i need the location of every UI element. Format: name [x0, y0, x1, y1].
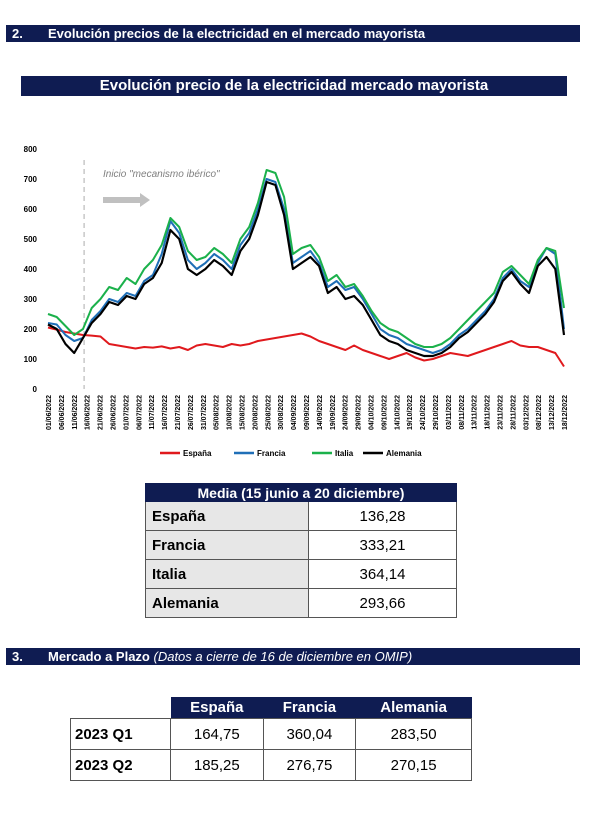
x-tick-label: 31/07/2022: [201, 395, 208, 430]
x-tick-label: 04/10/2022: [369, 395, 376, 430]
average-table-header: Media (15 junio a 20 diciembre): [145, 483, 457, 502]
price-cell: 164,75: [170, 718, 264, 750]
x-tick-label: 29/10/2022: [433, 395, 440, 430]
table-row: 2023 Q1 164,75 360,04 283,50: [70, 718, 472, 750]
x-tick-label: 20/08/2022: [252, 395, 259, 430]
series-line: [47, 326, 565, 368]
x-tick-label: 26/07/2022: [188, 395, 195, 430]
x-tick-label: 04/09/2022: [291, 395, 298, 430]
series-line: [47, 180, 566, 358]
table-row: Francia 333,21: [145, 530, 457, 560]
x-tick-label: 03/12/2022: [523, 395, 530, 430]
price-chart: 0 100 200 300 400 500 600 700 800 01/06/2022 06/06…: [24, 145, 569, 458]
x-tick-label: 16/06/2022: [85, 395, 92, 430]
x-tick-label: 11/07/2022: [149, 395, 156, 430]
x-tick-label: 09/10/2022: [381, 395, 388, 430]
country-label: Alemania: [145, 588, 309, 618]
x-tick-label: 30/08/2022: [278, 395, 285, 430]
x-tick-label: 13/11/2022: [472, 395, 479, 430]
x-tick-label: 26/06/2022: [111, 395, 118, 430]
x-tick-label: 16/07/2022: [162, 395, 169, 430]
legend-label: Alemania: [386, 449, 422, 458]
annotation-label: Inicio "mecanismo ibérico": [103, 169, 220, 180]
x-tick-label: 18/11/2022: [485, 395, 492, 430]
column-header: España: [170, 697, 264, 719]
arrow-right-icon: [103, 193, 150, 207]
price-cell: 276,75: [262, 749, 357, 781]
legend-label: Francia: [257, 449, 286, 458]
x-tick-label: 24/10/2022: [420, 395, 427, 430]
y-tick-label: 700: [24, 175, 38, 184]
x-tick-label: 14/10/2022: [394, 395, 401, 430]
average-value: 333,21: [308, 530, 457, 560]
y-tick-label: 300: [24, 295, 38, 304]
corner-cell: [70, 697, 171, 719]
x-tick-label: 29/09/2022: [356, 395, 363, 430]
x-tick-label: 13/12/2022: [549, 395, 556, 430]
period-label: 2023 Q2: [70, 749, 171, 781]
section-number: 3.: [12, 649, 23, 664]
country-label: España: [145, 501, 309, 531]
x-tick-label: 01/07/2022: [123, 395, 130, 430]
table-row: Italia 364,14: [145, 559, 457, 589]
x-tick-label: 25/08/2022: [265, 395, 272, 430]
country-label: Italia: [145, 559, 309, 589]
y-tick-label: 200: [24, 325, 38, 334]
price-cell: 360,04: [262, 718, 357, 750]
price-cell: 185,25: [170, 749, 264, 781]
x-tick-label: 06/06/2022: [59, 395, 66, 430]
section-3-header: 3. Mercado a Plazo (Datos a cierre de 16 …: [6, 648, 580, 665]
x-tick-label: 14/09/2022: [317, 395, 324, 430]
column-header: Alemania: [355, 697, 472, 719]
x-tick-label: 03/11/2022: [446, 395, 453, 430]
section-title: Mercado a Plazo: [48, 649, 150, 664]
x-tick-label: 28/11/2022: [510, 395, 517, 430]
x-tick-label: 21/07/2022: [175, 395, 182, 430]
table-row: Alemania 293,66: [145, 588, 457, 618]
legend-label: España: [183, 449, 212, 458]
futures-table: España Francia Alemania 2023 Q1 164,75 3…: [70, 697, 472, 781]
series-line: [47, 169, 565, 348]
x-tick-label: 19/09/2022: [330, 395, 337, 430]
x-tick-label: 21/06/2022: [98, 395, 105, 430]
section-note: (Datos a cierre de 16 de diciembre en OM…: [153, 649, 413, 664]
table-row: 2023 Q2 185,25 276,75 270,15: [70, 749, 472, 781]
legend-label: Italia: [335, 449, 354, 458]
x-tick-label: 01/06/2022: [46, 395, 53, 430]
x-tick-label: 05/08/2022: [214, 395, 221, 430]
country-label: Francia: [145, 530, 309, 560]
section-title: Evolución precios de la electricidad en …: [48, 26, 426, 41]
x-tick-label: 10/08/2022: [227, 395, 234, 430]
y-tick-label: 0: [33, 385, 38, 394]
x-tick-label: 06/07/2022: [136, 395, 143, 430]
section-2-header: 2. Evolución precios de la electricidad e…: [6, 25, 580, 42]
series-line: [47, 178, 565, 354]
y-tick-label: 600: [24, 205, 38, 214]
average-value: 364,14: [308, 559, 457, 589]
x-tick-label: 18/12/2022: [562, 395, 569, 430]
y-tick-label: 100: [24, 355, 38, 364]
x-tick-label: 24/09/2022: [343, 395, 350, 430]
average-value: 293,66: [308, 588, 457, 618]
price-cell: 283,50: [355, 718, 472, 750]
average-value: 136,28: [308, 501, 457, 531]
table-row: España 136,28: [145, 501, 457, 531]
chart-title: Evolución precio de la electricidad merc…: [21, 76, 567, 96]
x-tick-label: 08/12/2022: [536, 395, 543, 430]
x-tick-label: 11/06/2022: [72, 395, 79, 430]
y-tick-label: 500: [24, 235, 38, 244]
y-tick-label: 400: [24, 265, 38, 274]
x-tick-label: 23/11/2022: [498, 395, 505, 430]
section-number: 2.: [12, 26, 23, 41]
price-cell: 270,15: [355, 749, 472, 781]
x-tick-label: 19/10/2022: [407, 395, 414, 430]
x-tick-label: 09/09/2022: [304, 395, 311, 430]
column-header: Francia: [263, 697, 356, 719]
period-label: 2023 Q1: [70, 718, 171, 750]
x-tick-label: 08/11/2022: [459, 395, 466, 430]
x-tick-label: 15/08/2022: [240, 395, 247, 430]
y-tick-label: 800: [24, 145, 38, 154]
average-price-table: Media (15 junio a 20 diciembre) España 13…: [145, 483, 457, 618]
